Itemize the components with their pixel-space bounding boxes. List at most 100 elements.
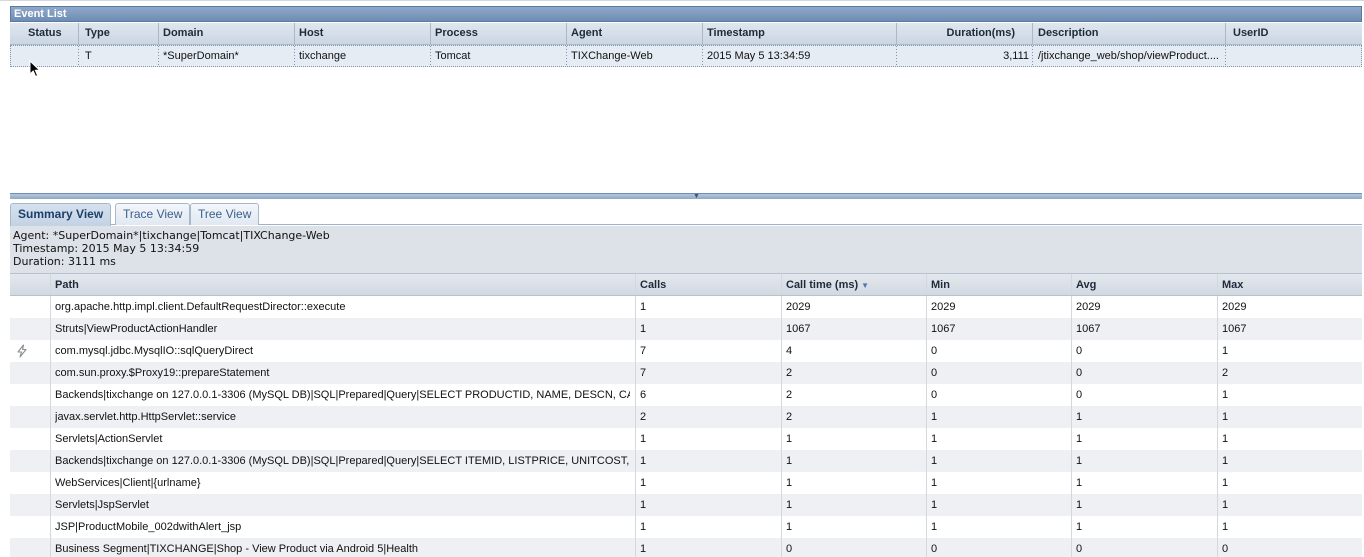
event-list-title: Event List — [10, 6, 1362, 22]
col-header-agent[interactable]: Agent — [571, 27, 603, 39]
cell-max: 1 — [1222, 411, 1229, 423]
event-type: T — [85, 50, 92, 62]
col-header-status[interactable]: Status — [28, 27, 62, 39]
table-row[interactable]: Struts|ViewProductActionHandler 1 1067 1067… — [10, 318, 1362, 340]
cell-path: org.apache.http.impl.client.DefaultReque… — [55, 301, 346, 313]
table-row[interactable]: javax.servlet.http.HttpServlet::service 2… — [10, 406, 1362, 428]
col-header-host[interactable]: Host — [299, 27, 324, 39]
cell-call-time: 1 — [786, 455, 793, 467]
table-row[interactable]: Backends|tixchange on 127.0.0.1-3306 (My… — [10, 384, 1362, 406]
cell-min: 0 — [931, 389, 938, 401]
cell-calls: 1 — [640, 521, 647, 533]
table-row[interactable]: Backends|tixchange on 127.0.0.1-3306 (My… — [10, 450, 1362, 472]
cell-min: 1 — [931, 499, 938, 511]
cell-avg: 0 — [1076, 543, 1083, 555]
tab-summary-view[interactable]: Summary View — [10, 203, 112, 226]
cell-call-time: 4 — [786, 345, 793, 357]
table-row[interactable]: Servlets|ActionServlet 1 1 1 1 1 — [10, 428, 1362, 450]
cell-call-time: 1 — [786, 521, 793, 533]
table-row[interactable]: Servlets|JspServlet 1 1 1 1 1 — [10, 494, 1362, 516]
col-header-process[interactable]: Process — [435, 27, 478, 39]
cell-min: 2029 — [931, 301, 956, 313]
cell-call-time: 1 — [786, 499, 793, 511]
cell-avg: 1 — [1076, 455, 1083, 467]
col-header-description[interactable]: Description — [1038, 27, 1099, 39]
table-row[interactable]: JSP|ProductMobile_002dwithAlert_jsp 1 1 1 1 1 — [10, 516, 1362, 538]
col-header-calls[interactable]: Calls — [640, 279, 667, 291]
cell-call-time: 2029 — [786, 301, 811, 313]
col-header-call-time-label: Call time (ms) — [786, 279, 859, 291]
cell-path: JSP|ProductMobile_002dwithAlert_jsp — [55, 521, 242, 533]
col-header-timestamp[interactable]: Timestamp — [707, 27, 765, 39]
col-header-domain[interactable]: Domain — [163, 27, 204, 39]
event-userid — [1233, 46, 1353, 67]
col-header-type[interactable]: Type — [85, 27, 110, 39]
col-header-min[interactable]: Min — [931, 279, 950, 291]
cell-path: Servlets|ActionServlet — [55, 433, 163, 445]
info-timestamp: Timestamp: 2015 May 5 13:34:59 — [13, 242, 200, 255]
cell-max: 1067 — [1222, 323, 1247, 335]
lightning-icon — [17, 344, 27, 358]
cell-avg: 1 — [1076, 477, 1083, 489]
cell-call-time: 2 — [786, 389, 793, 401]
table-row[interactable]: WebServices|Client|{urlname} 1 1 1 1 1 — [10, 472, 1362, 494]
cell-path: WebServices|Client|{urlname} — [55, 477, 201, 489]
col-header-call-time[interactable]: Call time (ms) ▼ — [786, 274, 921, 296]
pane-splitter[interactable]: ▼ — [10, 193, 1362, 200]
cell-calls: 7 — [640, 367, 647, 379]
cell-path: Backends|tixchange on 127.0.0.1-3306 (My… — [55, 389, 630, 401]
cell-calls: 1 — [640, 323, 647, 335]
cell-max: 2 — [1222, 367, 1229, 379]
cell-min: 0 — [931, 345, 938, 357]
cell-max: 1 — [1222, 521, 1229, 533]
event-duration: 3,111 — [1003, 50, 1029, 62]
table-row[interactable]: org.apache.http.impl.client.DefaultReque… — [10, 296, 1362, 318]
cell-max: 1 — [1222, 455, 1229, 467]
cell-max: 1 — [1222, 389, 1229, 401]
event-row[interactable]: T *SuperDomain* tixchange Tomcat TIXChan… — [10, 45, 1362, 67]
cell-avg: 0 — [1076, 345, 1083, 357]
summary-table-body: org.apache.http.impl.client.DefaultReque… — [10, 296, 1362, 557]
tab-tree-view[interactable]: Tree View — [190, 203, 260, 225]
summary-table-header: Path Calls Call time (ms) ▼ Min Avg Max — [10, 274, 1362, 296]
cell-avg: 0 — [1076, 389, 1083, 401]
cell-calls: 7 — [640, 345, 647, 357]
cell-avg: 1 — [1076, 521, 1083, 533]
cell-calls: 1 — [640, 433, 647, 445]
info-agent: Agent: *SuperDomain*|tixchange|Tomcat|TI… — [13, 229, 330, 242]
cell-max: 1 — [1222, 477, 1229, 489]
transaction-info: Agent: *SuperDomain*|tixchange|Tomcat|TI… — [10, 226, 1362, 274]
event-process: Tomcat — [435, 50, 471, 62]
table-row[interactable]: com.mysql.jdbc.MysqlIO::sqlQueryDirect 7 4… — [10, 340, 1362, 362]
cell-avg: 1067 — [1076, 323, 1101, 335]
col-header-max[interactable]: Max — [1222, 279, 1244, 291]
sort-desc-icon: ▼ — [861, 281, 870, 290]
cell-call-time: 1 — [786, 433, 793, 445]
table-row[interactable]: com.sun.proxy.$Proxy19::prepareStatement… — [10, 362, 1362, 384]
cell-max: 2029 — [1222, 301, 1247, 313]
event-domain: *SuperDomain* — [163, 50, 239, 62]
cell-calls: 2 — [640, 411, 647, 423]
cell-call-time: 0 — [786, 543, 793, 555]
col-header-duration[interactable]: Duration(ms) — [946, 27, 1015, 39]
col-header-userid[interactable]: UserID — [1233, 27, 1269, 39]
event-list-header: Status Type Domain Host Process Agent Ti… — [10, 23, 1362, 45]
cell-avg: 2029 — [1076, 301, 1101, 313]
event-description: /jtixchange_web/shop/viewProduct.... — [1038, 50, 1219, 62]
cell-min: 0 — [931, 367, 938, 379]
col-header-avg[interactable]: Avg — [1076, 279, 1097, 291]
table-row[interactable]: Business Segment|TIXCHANGE|Shop - View P… — [10, 538, 1362, 557]
tab-trace-view[interactable]: Trace View — [115, 203, 191, 225]
cell-min: 1 — [931, 455, 938, 467]
info-duration: Duration: 3111 ms — [13, 255, 116, 268]
col-header-path[interactable]: Path — [55, 279, 79, 291]
cell-min: 1067 — [931, 323, 956, 335]
cell-call-time: 1067 — [786, 323, 811, 335]
view-tabstrip: Summary View Trace View Tree View — [10, 201, 1362, 226]
event-timestamp: 2015 May 5 13:34:59 — [707, 50, 811, 62]
cell-min: 1 — [931, 411, 938, 423]
cell-path: Servlets|JspServlet — [55, 499, 149, 511]
top-border — [0, 0, 1364, 6]
cell-calls: 1 — [640, 543, 647, 555]
mouse-cursor-icon — [29, 60, 41, 78]
